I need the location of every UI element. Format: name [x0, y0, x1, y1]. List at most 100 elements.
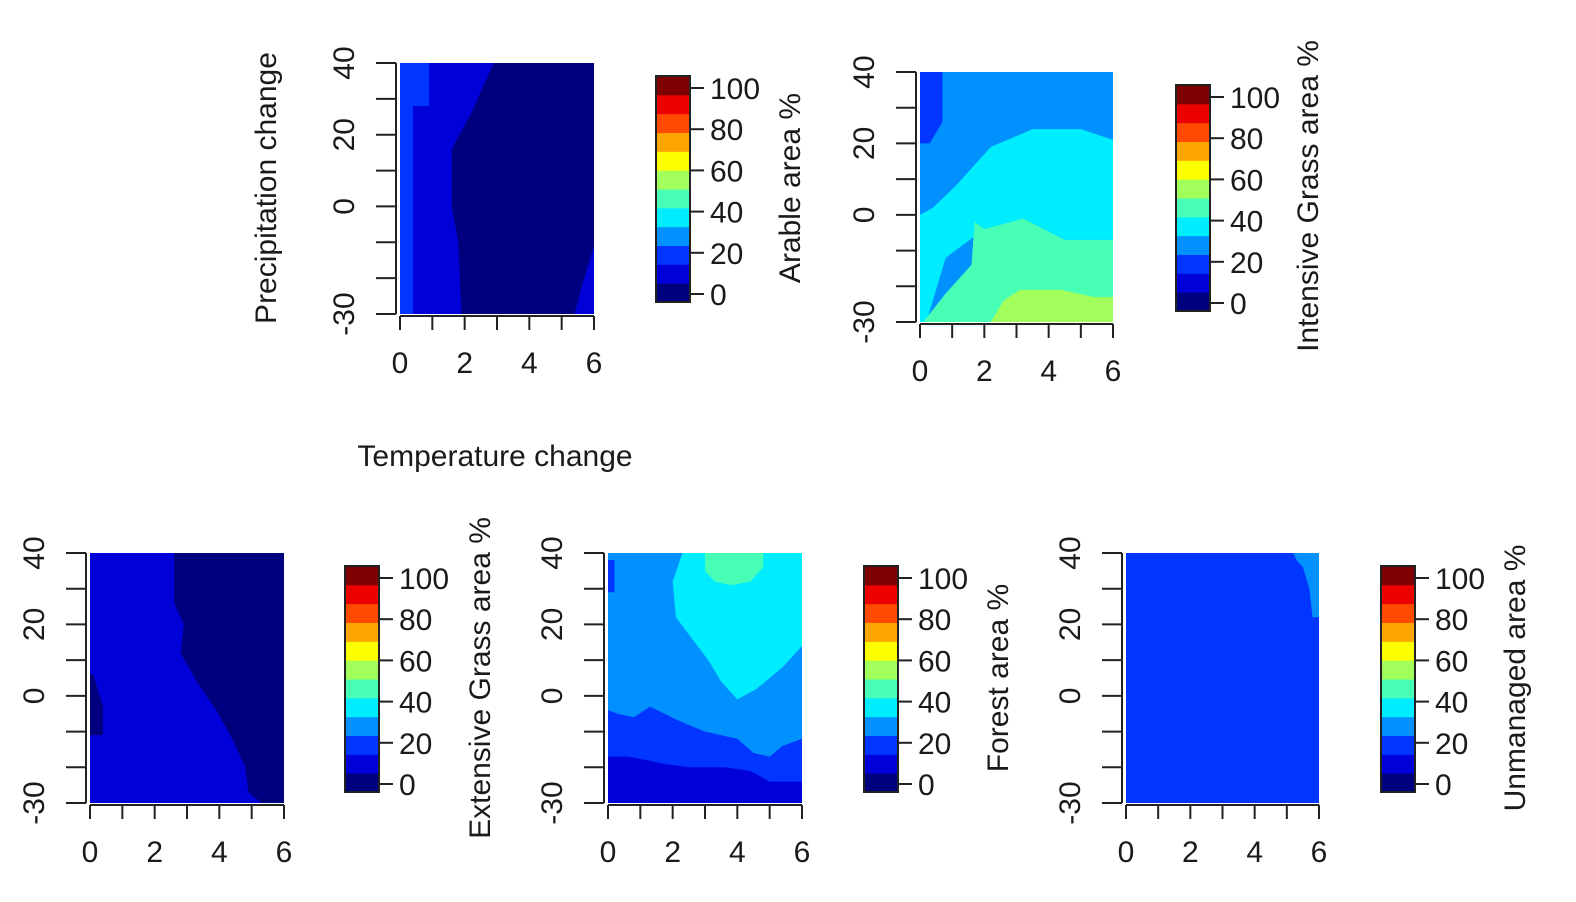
colorbar-swatch: [1176, 179, 1210, 199]
colorbar-swatch: [1176, 216, 1210, 237]
colorbar-swatch: [864, 679, 898, 699]
colorbar-swatch: [864, 773, 898, 793]
y-tick-label: 40: [18, 536, 51, 569]
colorbar-swatch: [656, 113, 690, 133]
y-tick-label: 20: [18, 608, 51, 641]
colorbar-swatch: [656, 226, 690, 246]
y-tick-label: 0: [536, 688, 569, 705]
x-tick-label: 0: [600, 836, 617, 869]
heatmap-region: [1126, 553, 1319, 803]
colorbar-tick-label: 60: [1230, 164, 1263, 197]
colorbar-tick-label: 100: [918, 563, 968, 596]
colorbar-tick-label: 0: [1230, 288, 1247, 321]
x-tick-label: 2: [1182, 836, 1199, 869]
colorbar-swatch: [345, 566, 379, 586]
colorbar-tick-label: 60: [399, 645, 432, 678]
colorbar-tick-label: 0: [918, 769, 935, 802]
heatmap-region: [1293, 553, 1319, 618]
y-tick-label: 20: [848, 127, 881, 160]
x-tick-label: 6: [1311, 836, 1328, 869]
colorbar-swatch: [656, 132, 690, 152]
colorbar-tick-label: 20: [918, 728, 951, 761]
colorbar-tick-label: 80: [918, 604, 951, 637]
colorbar-swatch: [1381, 622, 1415, 642]
colorbar-tick-label: 60: [918, 645, 951, 678]
colorbar-label: Arable area %: [774, 93, 807, 283]
colorbar-swatch: [345, 754, 379, 774]
x-tick-label: 4: [729, 836, 746, 869]
colorbar-swatch: [1381, 773, 1415, 793]
heatmap-panel-5: 0 2 4 6 -30 0 20 40 0 20 40 60 80 100 Unmanaged area %: [1054, 536, 1532, 869]
colorbar-tick-label: 20: [1230, 247, 1263, 280]
colorbar-swatch: [1381, 679, 1415, 699]
colorbar-tick-label: 40: [399, 687, 432, 720]
colorbar-swatch: [1176, 141, 1210, 161]
colorbar-swatch: [1381, 660, 1415, 680]
x-tick-label: 2: [456, 347, 473, 380]
y-tick-label: 40: [328, 46, 361, 79]
colorbar-swatch: [1381, 603, 1415, 623]
colorbar-label: Intensive Grass area %: [1292, 40, 1325, 352]
colorbar-swatch: [345, 660, 379, 680]
x-tick-label: 6: [794, 836, 811, 869]
colorbar-swatch: [1176, 103, 1210, 124]
colorbar-tick-label: 100: [399, 563, 449, 596]
colorbar-swatch: [1176, 160, 1210, 180]
y-tick-label: 0: [848, 207, 881, 224]
colorbar-tick-label: 80: [710, 114, 743, 147]
colorbar-tick-label: 0: [1435, 769, 1452, 802]
x-tick-label: 0: [82, 836, 99, 869]
heatmap-region: [705, 553, 764, 586]
colorbar-swatch: [864, 735, 898, 755]
x-tick-label: 0: [392, 347, 409, 380]
colorbar-frame: [1380, 565, 1416, 793]
colorbar-swatch: [1176, 273, 1210, 293]
heatmap-panel-1: 0 2 4 6 -30 0 20 40 0 20 40 60 80 100 Arable area %: [328, 46, 807, 380]
x-tick-label: 6: [586, 347, 603, 380]
colorbar-swatch: [1176, 85, 1210, 105]
colorbar-frame: [655, 75, 691, 303]
colorbar-tick-label: 80: [1230, 123, 1263, 156]
colorbar-swatch: [1381, 716, 1415, 736]
colorbar-swatch: [1176, 254, 1210, 274]
x-tick-label: 4: [1040, 355, 1057, 388]
y-tick-label: -30: [1054, 781, 1087, 824]
colorbar-tick-label: 60: [1435, 645, 1468, 678]
y-tick-label: 20: [328, 118, 361, 151]
heatmap-region: [990, 289, 1113, 322]
colorbar-swatch: [864, 716, 898, 736]
colorbar-swatch: [656, 151, 690, 171]
colorbar-frame: [344, 565, 380, 793]
heatmap-region: [672, 553, 802, 700]
x-tick-label: 6: [276, 836, 293, 869]
colorbar-swatch: [864, 566, 898, 586]
colorbar-tick-label: 80: [399, 604, 432, 637]
x-tick-label: 2: [976, 355, 993, 388]
colorbar-tick-label: 20: [399, 728, 432, 761]
colorbar-swatch: [656, 94, 690, 115]
colorbar-swatch: [864, 622, 898, 642]
colorbar-swatch: [345, 641, 379, 661]
x-tick-label: 4: [211, 836, 228, 869]
colorbar-swatch: [864, 603, 898, 623]
colorbar-tick-label: 100: [710, 73, 760, 106]
heatmap-region: [400, 63, 430, 314]
colorbar-frame: [863, 565, 899, 793]
colorbar-swatch: [864, 697, 898, 718]
colorbar-swatch: [345, 716, 379, 736]
colorbar-swatch: [345, 603, 379, 623]
colorbar-swatch: [1381, 584, 1415, 605]
y-tick-label: -30: [848, 300, 881, 343]
colorbar-tick-label: 20: [710, 238, 743, 271]
x-tick-label: 0: [912, 355, 929, 388]
x-axis-label: Temperature change: [357, 440, 632, 473]
colorbar-tick-label: 80: [1435, 604, 1468, 637]
y-tick-label: 20: [536, 608, 569, 641]
x-tick-label: 4: [1246, 836, 1263, 869]
heatmap-panel-4: 0 2 4 6 -30 0 20 40 0 20 40 60 80 100 Forest area %: [536, 536, 1015, 869]
colorbar-swatch: [656, 189, 690, 209]
colorbar-swatch: [1381, 735, 1415, 755]
colorbar-tick-label: 40: [918, 687, 951, 720]
y-tick-label: 0: [328, 198, 361, 215]
